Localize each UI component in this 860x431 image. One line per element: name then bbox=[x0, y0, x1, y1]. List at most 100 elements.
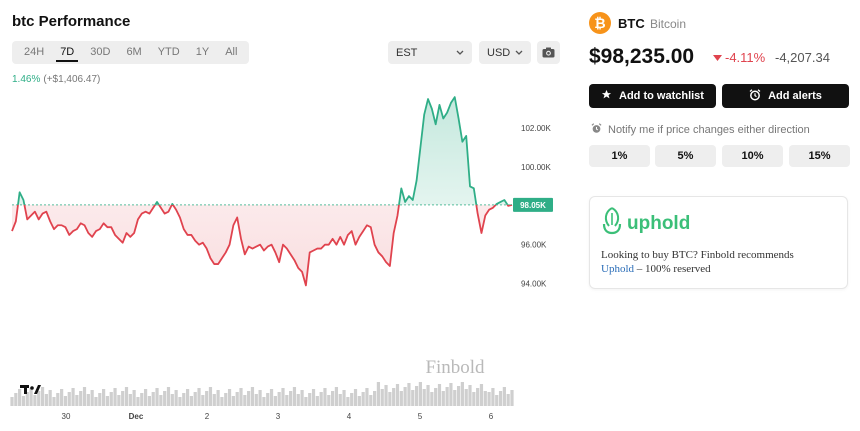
volume-bar bbox=[63, 396, 68, 406]
volume-bar bbox=[476, 388, 480, 406]
volume-bar bbox=[113, 388, 117, 406]
volume-bar bbox=[498, 391, 503, 406]
volume-bar bbox=[376, 382, 381, 406]
volume-bar bbox=[220, 397, 224, 406]
tradingview-logo-icon bbox=[20, 385, 41, 394]
volume-bar bbox=[250, 387, 255, 406]
volume-bar bbox=[14, 393, 18, 406]
volume-bar bbox=[483, 391, 487, 406]
range-tab-1y[interactable]: 1Y bbox=[195, 46, 210, 58]
volume-bar bbox=[224, 393, 228, 406]
promo-text: Looking to buy BTC? Finbold recommends U… bbox=[601, 248, 841, 276]
bell-icon bbox=[591, 123, 602, 137]
add-alerts-button[interactable]: Add alerts bbox=[722, 84, 849, 108]
volume-bar bbox=[495, 395, 499, 406]
promo-text-lead: Looking to buy BTC? Finbold recommends bbox=[601, 249, 794, 261]
volume-bar bbox=[239, 388, 243, 406]
x-tick-label: 3 bbox=[276, 412, 281, 421]
threshold-button-5[interactable]: 5% bbox=[655, 145, 716, 167]
volume-bar bbox=[21, 396, 26, 406]
volume-bar bbox=[304, 397, 308, 406]
volume-bar bbox=[40, 387, 45, 406]
volume-bar bbox=[10, 397, 14, 406]
volume-bar bbox=[67, 392, 71, 406]
volume-bar bbox=[52, 397, 56, 406]
range-tabs: 24H 7D 30D 6M YTD 1Y All bbox=[12, 41, 250, 64]
finbold-watermark: Finbold bbox=[425, 357, 485, 378]
volume-bar bbox=[468, 385, 472, 406]
volume-bar bbox=[479, 384, 484, 406]
volume-bar bbox=[254, 394, 258, 406]
volume-bar bbox=[491, 388, 495, 406]
volume-bar bbox=[90, 390, 94, 406]
volume-bar bbox=[331, 391, 335, 406]
volume-bar bbox=[247, 391, 251, 406]
threshold-button-10[interactable]: 10% bbox=[722, 145, 783, 167]
volume-bar bbox=[388, 392, 392, 406]
volume-bar bbox=[243, 395, 247, 406]
volume-bar bbox=[502, 387, 506, 406]
volume-bar bbox=[212, 394, 216, 406]
volume-bar bbox=[231, 396, 235, 406]
last-value-badge bbox=[513, 197, 553, 212]
volume-bar bbox=[323, 388, 327, 406]
volume-bar bbox=[426, 385, 430, 406]
timezone-select[interactable]: EST bbox=[388, 41, 472, 64]
volume-bar bbox=[48, 390, 52, 406]
volume-bar bbox=[266, 393, 270, 406]
volume-bar bbox=[109, 392, 113, 406]
volume-bar bbox=[117, 395, 121, 406]
range-tab-7d[interactable]: 7D bbox=[52, 41, 82, 64]
area-below-baseline bbox=[12, 204, 512, 286]
volume-bar bbox=[441, 391, 445, 406]
chevron-down-icon bbox=[456, 47, 464, 59]
volume-bar bbox=[273, 396, 277, 406]
x-tick-label: 2 bbox=[205, 412, 210, 421]
volume-bar bbox=[315, 396, 319, 406]
volume-bar bbox=[472, 392, 476, 406]
volume-bar bbox=[277, 392, 281, 406]
threshold-button-1[interactable]: 1% bbox=[589, 145, 650, 167]
bitcoin-icon: ₿ bbox=[589, 12, 611, 34]
range-tab-all[interactable]: All bbox=[225, 46, 238, 58]
range-tab-6m[interactable]: 6M bbox=[126, 46, 142, 58]
volume-bar bbox=[281, 388, 285, 406]
volume-bar bbox=[94, 397, 98, 406]
add-to-watchlist-button[interactable]: Add to watchlist bbox=[589, 84, 716, 108]
threshold-button-15[interactable]: 15% bbox=[789, 145, 850, 167]
y-tick-label: 94.00K bbox=[521, 280, 547, 289]
volume-bar bbox=[155, 388, 159, 406]
range-tab-30d[interactable]: 30D bbox=[90, 46, 111, 58]
volume-bar bbox=[357, 396, 361, 406]
volume-bar bbox=[430, 392, 434, 406]
volume-bar bbox=[422, 389, 426, 406]
price-change: -4.11% bbox=[713, 50, 765, 65]
volume-bar bbox=[82, 387, 87, 406]
volume-bar bbox=[193, 392, 197, 406]
volume-bar bbox=[86, 394, 90, 406]
volume-bar bbox=[361, 392, 365, 406]
range-tab-24h[interactable]: 24H bbox=[24, 46, 45, 58]
volume-bar bbox=[159, 395, 163, 406]
currency-select[interactable]: USD bbox=[479, 41, 531, 64]
volume-bar bbox=[208, 387, 213, 406]
uphold-logo[interactable]: uphold bbox=[601, 207, 690, 240]
volume-bar bbox=[205, 391, 209, 406]
y-tick-label: 100.00K bbox=[521, 163, 551, 172]
camera-icon[interactable] bbox=[537, 41, 560, 64]
volume-bar bbox=[434, 388, 438, 406]
x-tick-label: Dec bbox=[129, 412, 144, 421]
x-tick-label: 30 bbox=[62, 412, 71, 421]
change-percent: 1.46% bbox=[12, 74, 41, 85]
volume-bar bbox=[166, 387, 171, 406]
change-amount: (+$1,406.47) bbox=[43, 74, 101, 85]
volume-bar bbox=[372, 391, 377, 406]
uphold-logo-icon bbox=[601, 207, 623, 240]
uphold-link[interactable]: Uphold bbox=[601, 263, 634, 275]
volume-bar bbox=[163, 391, 167, 406]
volume-bar bbox=[269, 389, 274, 406]
range-tab-ytd[interactable]: YTD bbox=[157, 46, 180, 58]
price-chart[interactable]: 106.00K104.00K102.00K100.00K98.00K96.00K… bbox=[0, 96, 560, 426]
volume-bar bbox=[60, 389, 64, 406]
volume-bar bbox=[124, 387, 129, 406]
